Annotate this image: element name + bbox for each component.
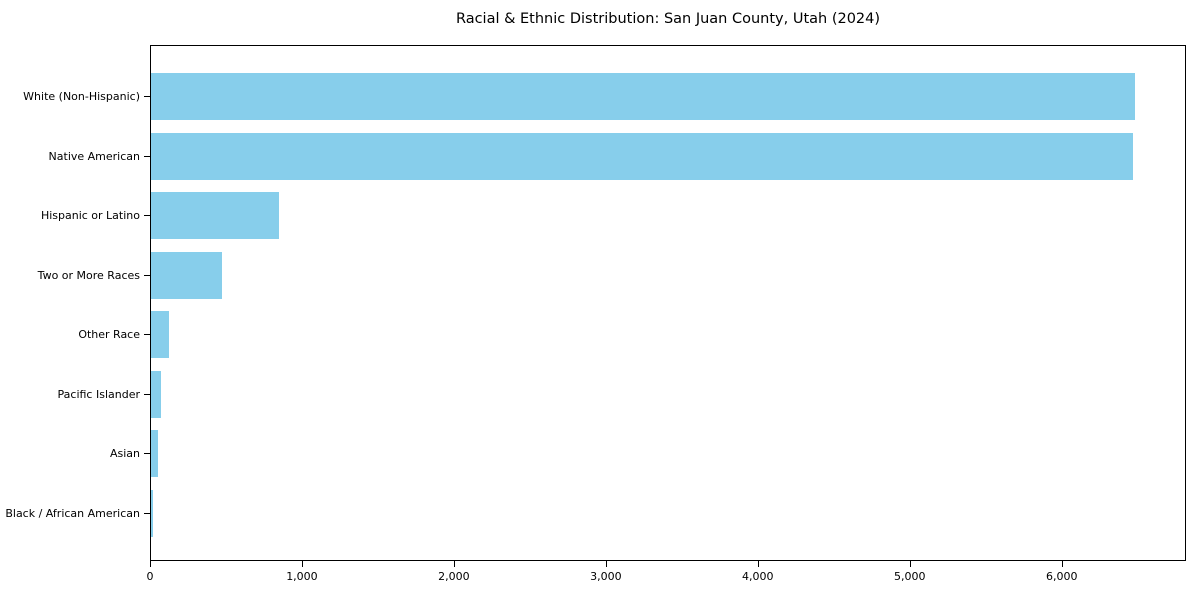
x-tick-label: 0	[146, 570, 154, 583]
bar-row	[151, 246, 1185, 306]
bar-two-or-more-races	[151, 251, 222, 299]
y-tick-label: Asian	[109, 447, 140, 461]
x-tick-mark	[301, 561, 303, 567]
y-label-row: Asian	[0, 424, 150, 484]
y-tick-label: Black / African American	[5, 506, 140, 520]
bars-layer	[151, 67, 1185, 543]
bar-pacific-islander	[151, 370, 162, 418]
y-tick-mark	[144, 96, 150, 98]
x-tick-label: 1,000	[286, 570, 318, 583]
y-tick-mark	[144, 512, 150, 514]
bar-row	[151, 186, 1185, 246]
y-tick-label: Other Race	[78, 328, 140, 342]
y-tick-mark	[144, 274, 150, 276]
bar-row	[151, 305, 1185, 365]
x-tick-label: 5,000	[894, 570, 926, 583]
y-tick-label: White (Non-Hispanic)	[23, 90, 140, 104]
y-tick-mark	[144, 155, 150, 157]
chart-title: Racial & Ethnic Distribution: San Juan C…	[455, 11, 881, 27]
y-label-row: Native American	[0, 127, 150, 187]
y-tick-mark	[144, 215, 150, 217]
x-tick-mark	[909, 561, 911, 567]
y-tick-mark	[144, 393, 150, 395]
x-tick-label: 6,000	[1045, 570, 1078, 583]
y-label-row: Hispanic or Latino	[0, 186, 150, 246]
x-tick-mark	[605, 561, 607, 567]
bar-row	[151, 67, 1185, 127]
bar-hispanic-or-latino	[151, 192, 279, 240]
x-axis: 0 1,000 2,000 3,000 4,000 5,000 6,000	[146, 561, 1186, 596]
plot-area	[150, 45, 1186, 561]
y-tick-label: Pacific Islander	[57, 387, 140, 401]
y-tick-label: Two or More Races	[37, 268, 140, 282]
x-tick-mark	[1061, 561, 1063, 567]
bar-row	[151, 365, 1185, 425]
y-label-row: Two or More Races	[0, 246, 150, 306]
x-tick-mark	[757, 561, 759, 567]
bar-row	[151, 484, 1185, 544]
y-tick-mark	[144, 334, 150, 336]
bar-native-american	[151, 132, 1133, 180]
y-axis-labels: White (Non-Hispanic) Native American Hispa…	[0, 67, 150, 543]
x-tick-mark	[453, 561, 455, 567]
y-label-row: Other Race	[0, 305, 150, 365]
x-tick-label: 2,000	[438, 570, 470, 583]
y-label-row: Black / African American	[0, 484, 150, 544]
y-label-row: White (Non-Hispanic)	[0, 67, 150, 127]
x-tick-label: 4,000	[742, 570, 774, 583]
y-tick-label: Hispanic or Latino	[40, 209, 140, 223]
y-tick-mark	[144, 453, 150, 455]
bar-black-african-american	[151, 489, 153, 537]
bar-white-non-hispanic	[151, 73, 1136, 121]
bar-row	[151, 127, 1185, 187]
y-tick-label: Native American	[48, 149, 140, 163]
y-label-row: Pacific Islander	[0, 365, 150, 425]
x-tick-label: 3,000	[590, 570, 622, 583]
x-tick-mark	[150, 561, 151, 567]
bar-other-race	[151, 311, 170, 359]
bar-row	[151, 424, 1185, 484]
bar-asian	[151, 430, 158, 478]
